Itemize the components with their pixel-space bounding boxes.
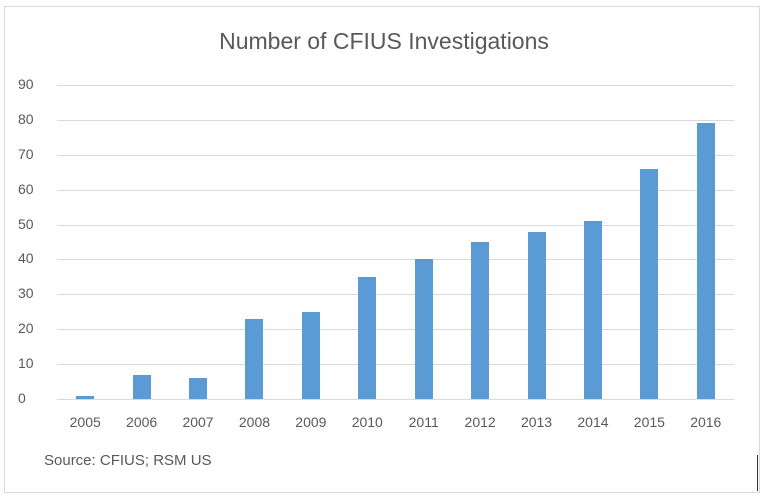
chart-frame <box>4 6 760 493</box>
gridline <box>57 189 734 191</box>
x-tick-label: 2009 <box>295 414 327 430</box>
bar <box>414 259 433 399</box>
gridline <box>57 364 734 366</box>
bar <box>245 318 264 399</box>
gridline <box>57 329 734 331</box>
gridline <box>57 154 734 156</box>
bar <box>76 395 95 399</box>
bar <box>471 242 490 399</box>
gridline <box>57 85 734 86</box>
gridline <box>57 399 734 400</box>
x-tick-label: 2015 <box>633 414 665 430</box>
y-tick-label: 90 <box>18 76 34 92</box>
source-note: Source: CFIUS; RSM US <box>44 452 212 469</box>
bar <box>132 374 151 399</box>
bar <box>640 168 659 399</box>
bar <box>696 123 715 399</box>
gridline <box>57 119 734 121</box>
gridline <box>57 259 734 261</box>
x-tick-label: 2012 <box>464 414 496 430</box>
bar <box>527 231 546 399</box>
x-tick-label: 2008 <box>238 414 271 430</box>
x-tick-label: 2007 <box>182 414 214 430</box>
bar <box>583 221 602 399</box>
chart-title: Number of CFIUS Investigations <box>219 28 549 54</box>
y-tick-label: 50 <box>18 215 34 232</box>
y-tick-label: 80 <box>18 110 34 127</box>
x-tick-label: 2005 <box>69 414 101 430</box>
bar <box>189 378 208 399</box>
x-tick-label: 2006 <box>126 414 158 430</box>
y-tick-label: 10 <box>18 355 34 372</box>
gridline <box>57 224 734 226</box>
y-tick-label: 40 <box>18 250 34 267</box>
y-tick-label: 60 <box>18 180 34 197</box>
y-tick-label: 30 <box>18 285 34 302</box>
x-tick-label: 2010 <box>351 414 383 430</box>
frame-edge <box>757 455 758 491</box>
y-tick-label: 70 <box>18 145 34 162</box>
x-tick-label: 2013 <box>520 414 553 430</box>
x-tick-label: 2016 <box>690 414 722 430</box>
gridline <box>57 294 734 296</box>
y-tick-label: 20 <box>18 320 34 337</box>
bar <box>358 276 377 399</box>
x-tick-label: 2014 <box>577 414 609 430</box>
y-tick-label: 0 <box>18 390 26 406</box>
x-tick-label: 2011 <box>408 414 439 430</box>
bar <box>301 311 320 399</box>
